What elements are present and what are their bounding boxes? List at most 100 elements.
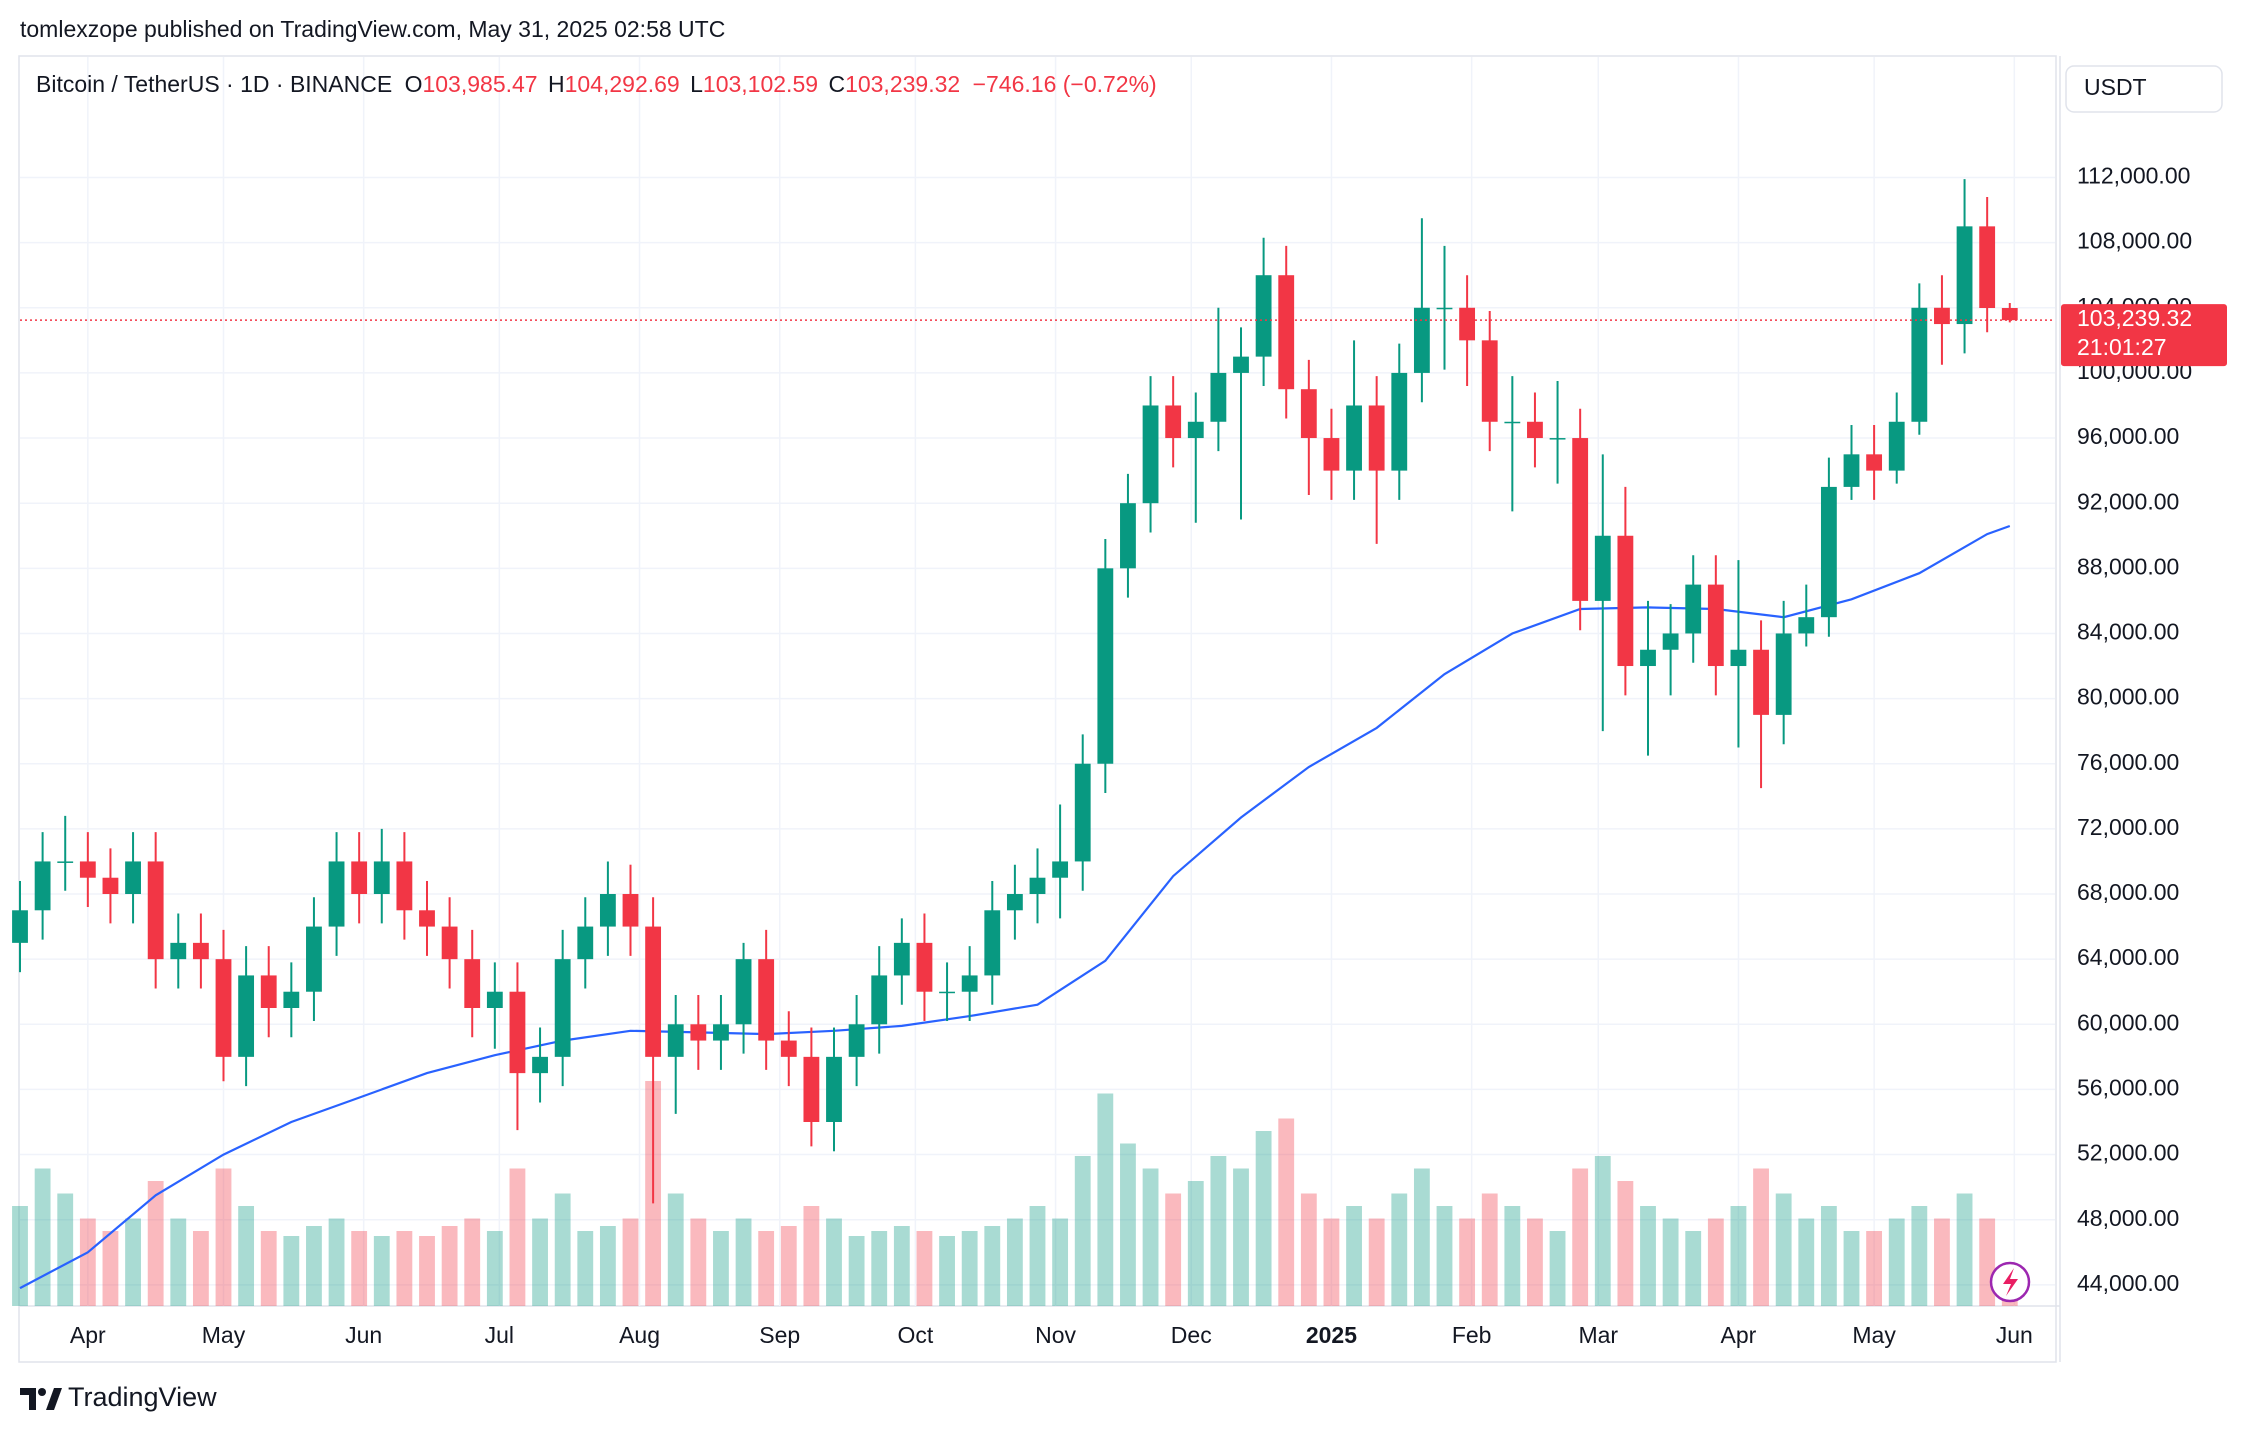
x-tick-label: Oct [898, 1322, 934, 1348]
candle-body [1979, 226, 1996, 309]
candle-body [1549, 438, 1566, 440]
volume-bar [102, 1231, 119, 1306]
volume-bar [690, 1218, 707, 1306]
candle-body [1187, 421, 1204, 439]
candle-body [1255, 275, 1272, 357]
x-tick-label: Nov [1035, 1322, 1076, 1348]
y-tick-label: 80,000.00 [2077, 684, 2179, 710]
logo-part [38, 1388, 46, 1396]
x-tick-label: Jun [345, 1322, 382, 1348]
candle-body [57, 861, 74, 863]
volume-bar [1866, 1231, 1883, 1306]
candle-body [351, 861, 368, 895]
ohlc-value: 104,292.69 [565, 71, 680, 97]
symbol-line: Bitcoin / TetherUS · 1D · BINANCE O103,9… [36, 71, 1157, 97]
x-tick-label: Dec [1171, 1322, 1212, 1348]
volume-bar [486, 1231, 503, 1306]
volume-bar [1549, 1231, 1566, 1306]
ohlc-key: O [405, 71, 423, 97]
volume-bar [1459, 1218, 1476, 1306]
volume-bar [328, 1218, 345, 1306]
footer-logo [20, 1388, 62, 1410]
volume-bar [1934, 1218, 1950, 1306]
candle-body [102, 877, 119, 895]
volume-bar [1210, 1156, 1227, 1306]
volume-bar [1753, 1168, 1769, 1306]
volume-bar [735, 1218, 752, 1306]
volume-bar [1391, 1193, 1408, 1306]
volume-bar [1323, 1218, 1340, 1306]
candle-body [1323, 438, 1340, 471]
candle-body [532, 1056, 548, 1074]
candle-body [238, 975, 255, 1057]
candle-body [939, 991, 955, 994]
currency[interactable]: USDT [2084, 74, 2147, 100]
candle-body [1346, 405, 1362, 471]
candle-body [735, 959, 752, 1025]
candle-body [260, 975, 277, 1008]
candle-body [1391, 372, 1408, 471]
candle-body [1594, 535, 1611, 601]
candle-body [419, 910, 435, 927]
ohlc-value: 103,985.47 [422, 71, 537, 97]
x-tick-label: Mar [1578, 1322, 1618, 1348]
volume-bar [306, 1226, 322, 1306]
candle-body [373, 861, 390, 895]
volume-bar [1730, 1206, 1747, 1306]
volume-bar [1707, 1218, 1724, 1306]
publisher-line: tomlexzope published on TradingView.com,… [20, 16, 725, 42]
volume-bar [622, 1218, 639, 1306]
x-tick-label: Apr [70, 1322, 106, 1348]
change: −746.16 (−0.72%) [973, 71, 1157, 97]
volume-bar [1029, 1206, 1046, 1306]
volume-bar [916, 1231, 933, 1306]
volume-bar [396, 1231, 413, 1306]
volume-bar [1775, 1193, 1792, 1306]
volume-bar [780, 1226, 797, 1306]
candle-body [622, 894, 639, 927]
icon-bolt[interactable] [2003, 1268, 2018, 1296]
candle-body [283, 991, 300, 1008]
ohlc-value: 103,102.59 [703, 71, 818, 97]
candle-body [1210, 372, 1227, 422]
ohlc-key: C [828, 71, 845, 97]
candle-body [1006, 894, 1023, 911]
candle-body [1527, 421, 1543, 439]
x-tick-label: Apr [1721, 1322, 1757, 1348]
candle-body [79, 861, 96, 878]
volume-bar [961, 1231, 978, 1306]
candle-body [577, 926, 594, 960]
x-tick-label: May [202, 1322, 246, 1348]
candle-body [984, 910, 1001, 976]
volume-bar [441, 1226, 458, 1306]
x-tick-label: Jun [1996, 1322, 2033, 1348]
candle-body [464, 959, 481, 1008]
last-price-box [2061, 304, 2227, 367]
candle-body [645, 926, 662, 1057]
candle-body [2001, 308, 2018, 321]
logo-part [46, 1388, 62, 1410]
volume-bar [1956, 1193, 1973, 1306]
y-tick-label: 56,000.00 [2077, 1074, 2179, 1100]
volume-bar [1165, 1193, 1182, 1306]
candle-body [1820, 486, 1837, 618]
candle-body [1120, 503, 1136, 569]
volume-bar [1911, 1206, 1928, 1306]
volume-bar [1843, 1231, 1860, 1306]
candle-body [1866, 454, 1883, 471]
currency-button[interactable] [2065, 65, 2223, 113]
candle-body [848, 1024, 865, 1057]
lightning-icon[interactable] [1989, 1261, 2031, 1303]
y-tick-label: 88,000.00 [2077, 553, 2179, 579]
volume-bar [283, 1236, 300, 1306]
volume-bar [1187, 1181, 1204, 1306]
volume-bar [803, 1206, 820, 1306]
candle-body [1934, 307, 1950, 325]
volume-bar [1979, 1218, 1996, 1306]
candle-body [1843, 454, 1860, 487]
volume-bar [871, 1231, 888, 1306]
candle-body [1278, 275, 1295, 390]
candle-body [1413, 307, 1430, 373]
plot-area [12, 57, 2055, 1306]
